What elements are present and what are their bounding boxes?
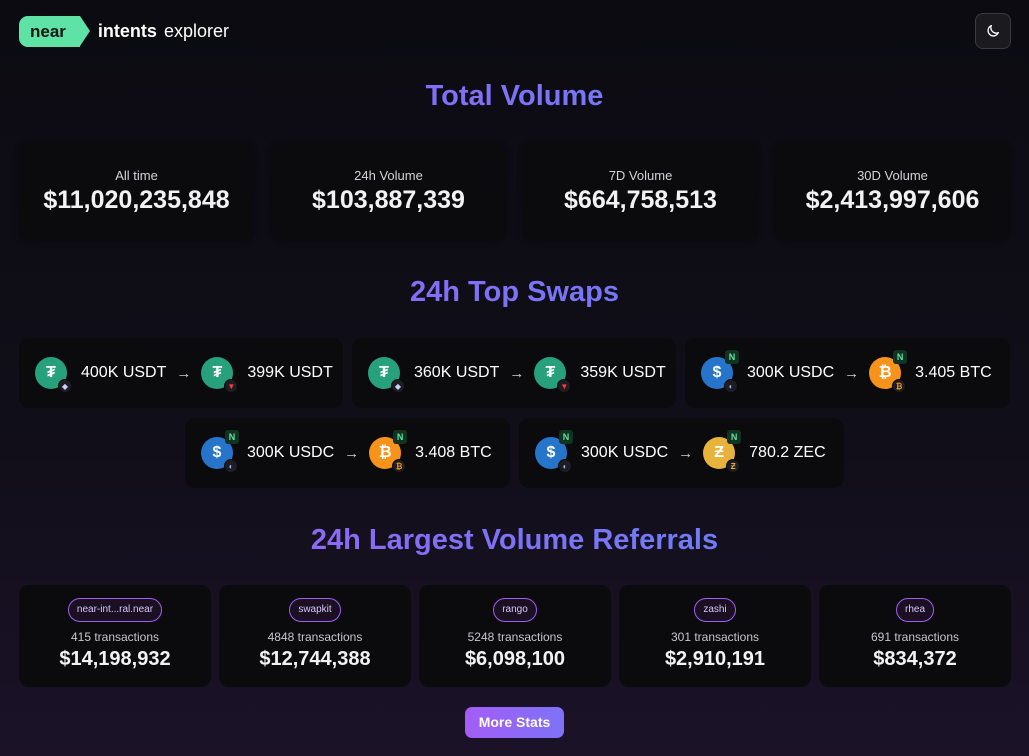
swap-card[interactable]: $ N ◐ 300K USDC → ₿ N ₿ 3.408 BTC bbox=[185, 418, 510, 488]
moon-icon bbox=[987, 25, 999, 37]
more-stats-button[interactable]: More Stats bbox=[465, 707, 564, 738]
bitcoin-chain-icon: ₿ bbox=[392, 459, 407, 473]
referrals-title: 24h Largest Volume Referrals bbox=[0, 524, 1029, 557]
logo-near: near bbox=[19, 16, 90, 47]
referral-card[interactable]: zashi 301 transactions $2,910,191 bbox=[619, 585, 811, 687]
swap-to-amount: 780.2 ZEC bbox=[749, 444, 826, 461]
referral-name-tag[interactable]: near-int...ral.near bbox=[67, 598, 163, 622]
referral-transactions: 301 transactions bbox=[670, 630, 760, 644]
top-swaps-title: 24h Top Swaps bbox=[0, 276, 1029, 309]
referral-name-tag[interactable]: zashi bbox=[694, 598, 736, 622]
referral-card[interactable]: rango 5248 transactions $6,098,100 bbox=[419, 585, 611, 687]
bitcoin-chain-icon: ₿ bbox=[892, 379, 907, 393]
swap-from-amount: 300K USDC bbox=[581, 444, 669, 461]
swap-from-amount: 300K USDC bbox=[747, 364, 835, 381]
referral-card[interactable]: rhea 691 transactions $834,372 bbox=[819, 585, 1011, 687]
near-badge-icon: N bbox=[725, 350, 739, 364]
swap-from-amount: 360K USDT bbox=[414, 364, 500, 381]
swap-card[interactable]: ₮ ◆ 360K USDT → ₮ ▼ 359K USDT bbox=[352, 338, 676, 408]
volume-value: $11,020,235,848 bbox=[43, 186, 230, 214]
referral-card[interactable]: swapkit 4848 transactions $12,744,388 bbox=[219, 585, 411, 687]
referral-volume: $12,744,388 bbox=[259, 648, 371, 670]
referral-transactions: 4848 transactions bbox=[267, 630, 363, 644]
arrow-right-icon: → bbox=[509, 364, 525, 382]
volume-card-30d: 30D Volume $2,413,997,606 bbox=[775, 142, 1010, 240]
swap-from-amount: 300K USDC bbox=[247, 444, 335, 461]
volume-label: 7D Volume bbox=[608, 168, 673, 183]
near-badge-icon: N bbox=[727, 430, 742, 444]
volume-card-24h: 24h Volume $103,887,339 bbox=[271, 142, 506, 240]
referral-transactions: 5248 transactions bbox=[467, 630, 563, 644]
tron-icon: ▼ bbox=[224, 379, 239, 393]
volume-card-7d: 7D Volume $664,758,513 bbox=[523, 142, 758, 240]
swap-from-amount: 400K USDT bbox=[81, 364, 167, 381]
zcash-chain-icon: Ƶ bbox=[726, 459, 741, 473]
referral-card[interactable]: near-int...ral.near 415 transactions $14… bbox=[19, 585, 211, 687]
swap-card[interactable]: $ N ◐ 300K USDC → ₿ N ₿ 3.405 BTC bbox=[685, 338, 1010, 408]
swap-card[interactable]: $ N ◐ 300K USDC → Ƶ N Ƶ 780.2 ZEC bbox=[519, 418, 844, 488]
referral-transactions: 415 transactions bbox=[70, 630, 160, 644]
usdc-icon: $ N ◐ bbox=[535, 430, 573, 473]
header: near intents explorer bbox=[0, 0, 1029, 64]
volume-value: $2,413,997,606 bbox=[805, 186, 980, 214]
swap-to-amount: 3.405 BTC bbox=[915, 364, 992, 381]
near-badge-icon: N bbox=[225, 430, 239, 444]
referral-name-tag[interactable]: swapkit bbox=[289, 598, 341, 622]
volume-value: $664,758,513 bbox=[564, 186, 717, 214]
usdt-icon: ₮ ▼ bbox=[534, 357, 572, 393]
volume-label: All time bbox=[115, 168, 158, 183]
usdc-chain-icon: ◐ bbox=[558, 459, 572, 473]
referral-volume: $14,198,932 bbox=[59, 648, 171, 670]
ethereum-icon: ◆ bbox=[391, 379, 405, 393]
swap-card[interactable]: ₮ ◆ 400K USDT → ₮ ▼ 399K USDT bbox=[19, 338, 343, 408]
referral-name-tag[interactable]: rango bbox=[493, 598, 537, 622]
zec-icon: Ƶ N Ƶ bbox=[703, 430, 742, 473]
theme-toggle-button[interactable] bbox=[975, 13, 1011, 49]
total-volume-title: Total Volume bbox=[0, 80, 1029, 113]
btc-icon: ₿ N ₿ bbox=[869, 350, 908, 393]
swap-to-amount: 399K USDT bbox=[247, 364, 333, 381]
logo[interactable]: near intents explorer bbox=[19, 16, 229, 47]
btc-icon: ₿ N ₿ bbox=[369, 430, 408, 473]
usdt-icon: ₮ ◆ bbox=[368, 357, 405, 393]
arrow-right-icon: → bbox=[678, 444, 694, 462]
referral-transactions: 691 transactions bbox=[870, 630, 960, 644]
usdc-chain-icon: ◐ bbox=[224, 459, 238, 473]
referral-volume: $834,372 bbox=[873, 648, 957, 670]
tron-icon: ▼ bbox=[557, 379, 572, 393]
usdc-icon: $ N ◐ bbox=[701, 350, 739, 393]
volume-label: 30D Volume bbox=[857, 168, 928, 183]
arrow-right-icon: → bbox=[344, 444, 360, 462]
arrow-right-icon: → bbox=[844, 364, 860, 382]
logo-explorer: explorer bbox=[163, 21, 229, 41]
arrow-right-icon: → bbox=[176, 364, 192, 382]
volume-label: 24h Volume bbox=[354, 168, 423, 183]
swap-to-amount: 359K USDT bbox=[580, 364, 666, 381]
usdt-icon: ₮ ◆ bbox=[35, 357, 72, 393]
usdc-chain-icon: ◐ bbox=[724, 379, 738, 393]
logo-intents: intents bbox=[97, 21, 157, 41]
usdt-icon: ₮ ▼ bbox=[201, 357, 239, 393]
volume-card-all-time: All time $11,020,235,848 bbox=[19, 142, 254, 240]
near-badge-icon: N bbox=[893, 350, 908, 364]
referral-volume: $6,098,100 bbox=[464, 648, 566, 670]
referral-name-tag[interactable]: rhea bbox=[895, 598, 934, 622]
near-badge-icon: N bbox=[393, 430, 408, 444]
volume-value: $103,887,339 bbox=[312, 186, 465, 214]
ethereum-icon: ◆ bbox=[58, 379, 72, 393]
near-badge-icon: N bbox=[559, 430, 573, 444]
referral-volume: $2,910,191 bbox=[664, 648, 766, 670]
swap-to-amount: 3.408 BTC bbox=[415, 444, 492, 461]
usdc-icon: $ N ◐ bbox=[201, 430, 239, 473]
